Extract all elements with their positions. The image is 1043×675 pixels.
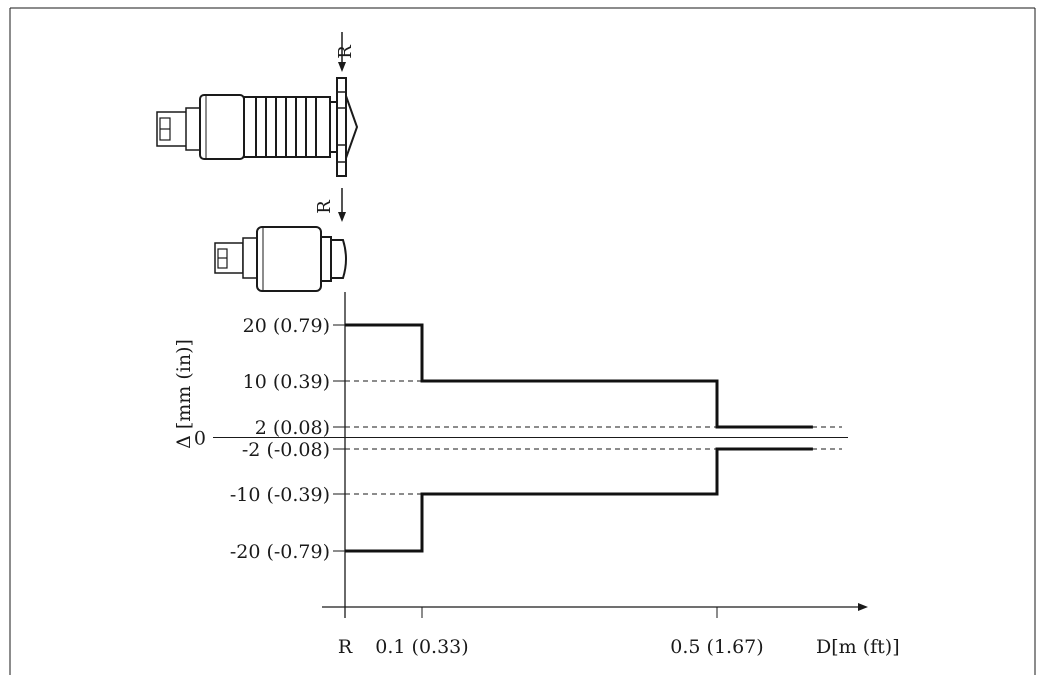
arrow-down-icon — [338, 62, 346, 72]
x-tick-label: 0.1 (0.33) — [375, 636, 468, 658]
y-tick-label: 2 (0.08) — [255, 417, 330, 439]
upper-sensor-illustration — [156, 77, 359, 177]
upper-reference-marker: R — [335, 32, 356, 72]
lower-sensor-illustration — [214, 226, 347, 292]
lower-reference-label: R — [314, 200, 335, 214]
lower-tolerance-line — [345, 447, 813, 553]
x-axis-label: D[m (ft)] — [816, 636, 900, 658]
x-axis-arrow-icon — [858, 603, 868, 611]
lower-reference-marker: R — [314, 188, 346, 222]
x-tick-label: 0.5 (1.67) — [670, 636, 763, 658]
y-tick-label: 10 (0.39) — [243, 371, 330, 393]
arrow-down-icon — [338, 212, 346, 222]
y-tick-label: -10 (-0.39) — [230, 484, 330, 506]
y-tick-label: 0 — [194, 428, 206, 450]
y-tick-label: -2 (-0.08) — [242, 439, 330, 461]
upper-tolerance-line — [345, 323, 813, 429]
upper-reference-label: R — [335, 45, 356, 59]
y-tick-label: -20 (-0.79) — [230, 541, 330, 563]
y-tick-label: 20 (0.79) — [243, 315, 330, 337]
accuracy-chart: 20 (0.79) 10 (0.39) 2 (0.08) 0 -2 (-0.08) -10… — [173, 292, 900, 658]
x-tick-label: R — [338, 636, 353, 658]
y-axis-label: Δ [mm (in)] — [173, 339, 195, 449]
